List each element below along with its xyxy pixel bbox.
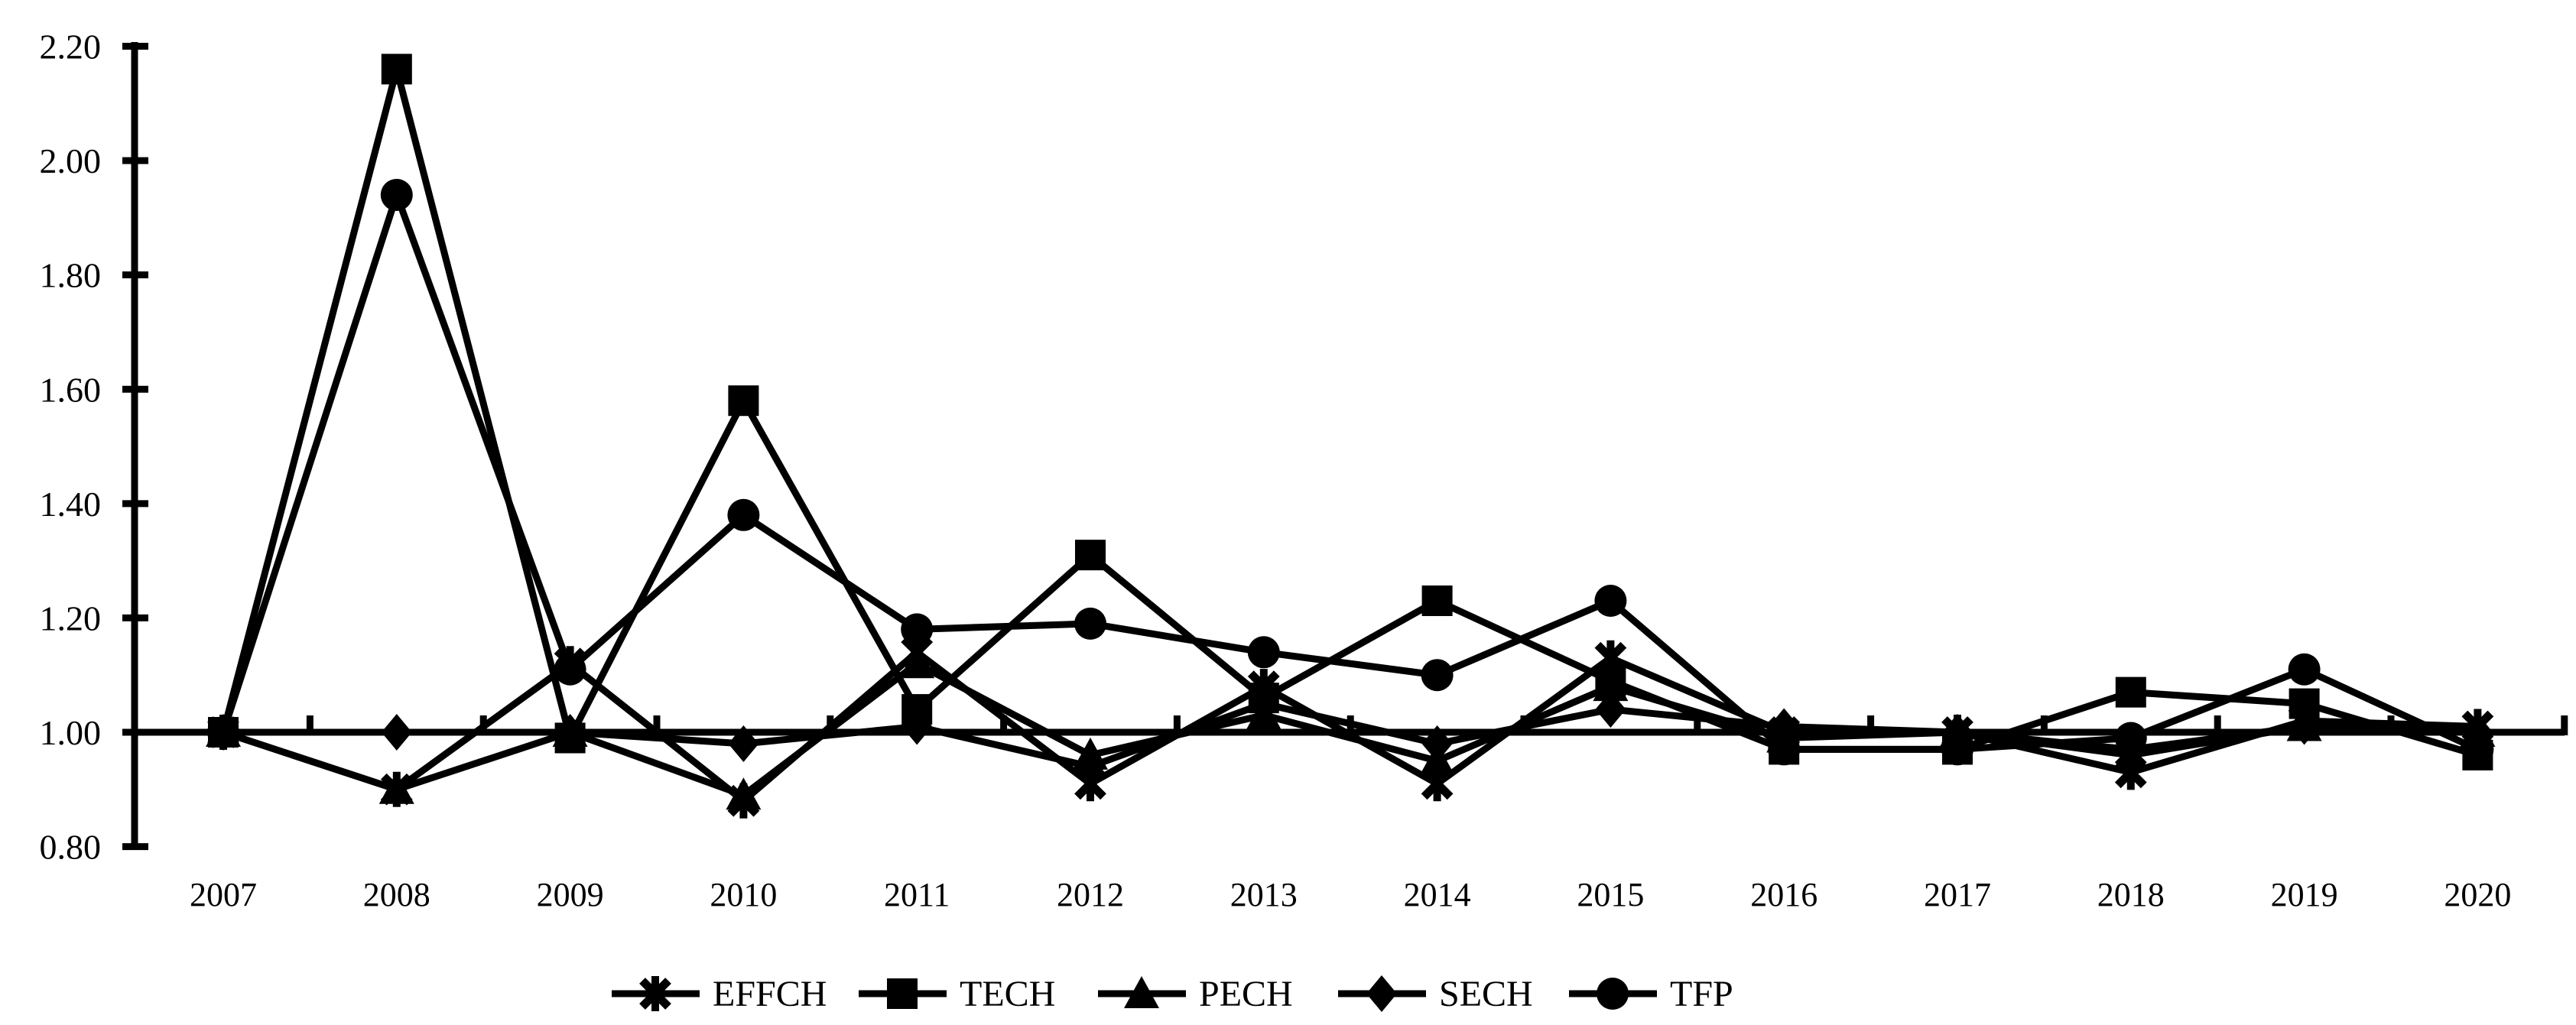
sech-marker [1075, 748, 1106, 785]
legend-tech-marker-icon [887, 978, 918, 1009]
tfp-marker [2288, 653, 2321, 686]
series-line-pech [222, 659, 2478, 800]
year-label: 2016 [1750, 876, 1817, 913]
legend-item-tech: TECH [859, 974, 1055, 1014]
tech-marker [381, 54, 412, 85]
y-tick-label: 1.00 [40, 713, 102, 752]
pech-marker [899, 646, 935, 679]
tfp-marker [1247, 636, 1280, 669]
sech-marker [1248, 685, 1279, 722]
year-label: 2014 [1404, 876, 1471, 913]
sech-marker [1421, 725, 1453, 762]
tfp-marker [1421, 659, 1454, 692]
tfp-marker [727, 498, 760, 531]
legend-pech-marker-icon [1124, 976, 1159, 1008]
legend-item-pech: PECH [1098, 974, 1293, 1014]
year-label: 2009 [537, 876, 604, 913]
legend-label: PECH [1199, 974, 1293, 1014]
tfp-marker [1941, 733, 1973, 766]
pech-marker [1593, 669, 1629, 702]
legend-effch-marker-icon [639, 976, 671, 1011]
tech-marker [1421, 585, 1453, 616]
legend-label: TFP [1670, 974, 1733, 1014]
y-tick-label: 1.20 [40, 598, 102, 637]
tfp-marker [2461, 733, 2494, 766]
tfp-marker [207, 716, 239, 748]
legend-item-sech: SECH [1338, 974, 1533, 1014]
tech-marker [728, 385, 759, 417]
series-line-tech [219, 55, 2479, 759]
tfp-marker [380, 178, 413, 211]
year-label: 2008 [363, 876, 430, 913]
legend-item-tfp: TFP [1569, 974, 1733, 1014]
tfp-marker [901, 613, 934, 646]
year-label: 2011 [884, 876, 950, 913]
y-tick-label: 1.40 [40, 485, 102, 524]
legend-sech-marker-icon [1366, 975, 1397, 1012]
year-label: 2020 [2444, 876, 2511, 913]
y-tick-label: 0.80 [40, 828, 102, 867]
sech-marker [2289, 708, 2320, 745]
y-tick-label: 2.20 [40, 28, 102, 66]
sech-marker [728, 725, 759, 762]
year-label: 2018 [2097, 876, 2165, 913]
y-tick-label: 2.00 [40, 141, 102, 180]
sech-marker [1595, 691, 1626, 728]
sech-marker [381, 714, 412, 751]
tech-marker [2115, 676, 2146, 708]
legend-label: TECH [960, 974, 1055, 1014]
year-label: 2019 [2271, 876, 2338, 913]
legend-item-effch: EFFCH [612, 974, 827, 1014]
legend-label: SECH [1439, 974, 1533, 1014]
series-tfp [207, 178, 2494, 766]
pech-marker [378, 771, 414, 804]
tfp-marker [554, 653, 586, 686]
year-label: 2015 [1577, 876, 1644, 913]
year-label: 2017 [1924, 876, 1991, 913]
year-label: 2010 [710, 876, 777, 913]
sech-marker [901, 708, 933, 745]
sech-marker [554, 714, 586, 751]
legend-tfp-marker-icon [1597, 978, 1629, 1010]
tfp-marker [1768, 733, 1801, 766]
tfp-marker [2114, 722, 2147, 754]
year-label: 2012 [1057, 876, 1124, 913]
series-line-sech [223, 699, 2478, 770]
tech-marker [1075, 540, 1106, 571]
y-tick-label: 1.60 [40, 370, 102, 409]
year-label: 2013 [1230, 876, 1298, 913]
tfp-marker [1074, 607, 1106, 640]
series-line-tfp [219, 184, 2480, 753]
tfp-marker [1594, 584, 1627, 617]
y-tick-label: 1.80 [40, 256, 102, 295]
pech-marker [726, 777, 762, 810]
legend-label: EFFCH [713, 974, 827, 1014]
year-label: 2007 [190, 876, 257, 913]
